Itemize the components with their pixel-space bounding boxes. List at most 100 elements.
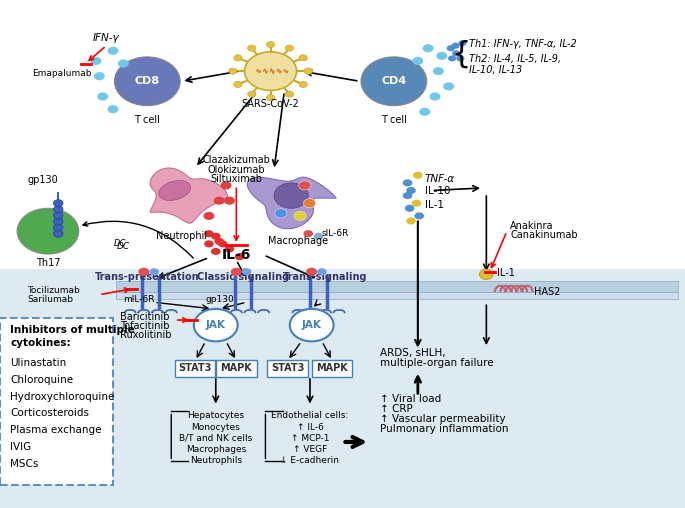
Circle shape — [97, 92, 108, 101]
Polygon shape — [150, 168, 227, 223]
Text: ↑ MCP-1: ↑ MCP-1 — [290, 434, 329, 443]
Text: IL-1: IL-1 — [425, 200, 444, 210]
Circle shape — [53, 206, 63, 213]
Circle shape — [406, 217, 416, 225]
Circle shape — [94, 72, 105, 80]
Text: Inhibitors of multiple
cytokines:: Inhibitors of multiple cytokines: — [10, 325, 135, 348]
Circle shape — [214, 197, 225, 205]
Circle shape — [214, 238, 224, 245]
Text: Macrophage: Macrophage — [268, 236, 328, 246]
Circle shape — [405, 205, 414, 212]
Circle shape — [452, 50, 460, 56]
Polygon shape — [247, 177, 336, 229]
Circle shape — [303, 230, 313, 237]
Circle shape — [235, 253, 245, 260]
Text: MAPK: MAPK — [221, 363, 252, 373]
Circle shape — [53, 200, 63, 207]
Text: Anakinra: Anakinra — [510, 221, 554, 231]
Text: DC: DC — [114, 239, 126, 248]
FancyBboxPatch shape — [175, 360, 215, 377]
Text: MAPK: MAPK — [316, 363, 348, 373]
Circle shape — [266, 42, 275, 48]
Circle shape — [479, 269, 493, 279]
FancyBboxPatch shape — [312, 360, 352, 377]
Circle shape — [436, 52, 447, 60]
Circle shape — [299, 55, 308, 61]
Text: IVIG: IVIG — [10, 442, 32, 452]
Text: Sarilumab: Sarilumab — [27, 295, 73, 304]
Text: gp130: gp130 — [206, 295, 234, 304]
Circle shape — [317, 268, 327, 275]
Circle shape — [274, 183, 308, 208]
Text: Plasma exchange: Plasma exchange — [10, 425, 102, 435]
Circle shape — [53, 230, 63, 237]
Text: ↑ Vascular permeability: ↑ Vascular permeability — [380, 414, 506, 424]
Text: ↑ VEGF: ↑ VEGF — [293, 445, 327, 454]
Circle shape — [53, 224, 63, 231]
Text: TNF-α: TNF-α — [425, 174, 455, 184]
Text: sIL-6R: sIL-6R — [322, 229, 349, 238]
Text: T cell: T cell — [381, 115, 407, 125]
Text: Trans-signaling: Trans-signaling — [283, 272, 368, 282]
Bar — [116, 281, 678, 292]
Text: HAS2: HAS2 — [534, 287, 561, 297]
Text: STAT3: STAT3 — [179, 363, 212, 373]
Circle shape — [204, 240, 214, 247]
Text: {: { — [451, 40, 471, 69]
Circle shape — [423, 44, 434, 52]
Text: Macrophages: Macrophages — [186, 445, 246, 454]
Circle shape — [285, 91, 294, 97]
Bar — [116, 292, 678, 299]
Circle shape — [361, 57, 427, 106]
Text: CD8: CD8 — [135, 76, 160, 86]
Text: IL-1: IL-1 — [497, 268, 514, 278]
Circle shape — [299, 181, 311, 190]
Text: Endothelial cells:: Endothelial cells: — [271, 411, 349, 421]
FancyBboxPatch shape — [0, 269, 685, 508]
Text: Olokizumab: Olokizumab — [208, 165, 265, 175]
Text: MSCs: MSCs — [10, 459, 38, 469]
Circle shape — [419, 108, 430, 116]
Circle shape — [458, 40, 466, 46]
Circle shape — [406, 187, 416, 194]
Text: T cell: T cell — [134, 115, 160, 125]
Circle shape — [245, 52, 297, 90]
Text: gp130: gp130 — [27, 175, 58, 185]
Circle shape — [203, 212, 214, 220]
Text: B/T and NK cells: B/T and NK cells — [179, 434, 252, 443]
Text: Ulinastatin: Ulinastatin — [10, 358, 66, 368]
Circle shape — [108, 47, 119, 55]
Circle shape — [234, 55, 242, 61]
Circle shape — [234, 81, 242, 87]
Circle shape — [447, 45, 455, 51]
Text: Tocilizumab: Tocilizumab — [27, 286, 80, 295]
Text: Hepatocytes: Hepatocytes — [187, 411, 245, 421]
Circle shape — [149, 268, 159, 275]
Circle shape — [290, 309, 334, 341]
Text: ↑ IL-6: ↑ IL-6 — [297, 423, 323, 432]
Circle shape — [266, 94, 275, 101]
Text: Ruxolitinib: Ruxolitinib — [120, 330, 171, 340]
Text: JAK: JAK — [206, 320, 226, 330]
Circle shape — [413, 172, 423, 179]
Text: Neutrophils: Neutrophils — [190, 456, 242, 465]
Text: Corticosteroids: Corticosteroids — [10, 408, 89, 419]
Circle shape — [294, 211, 306, 220]
Text: STAT3: STAT3 — [271, 363, 304, 373]
Circle shape — [114, 57, 180, 106]
Text: JAK: JAK — [301, 320, 322, 330]
Text: IL-10: IL-10 — [425, 185, 450, 196]
Circle shape — [306, 268, 317, 276]
Circle shape — [443, 82, 454, 90]
Circle shape — [433, 67, 444, 75]
Text: Canakinumab: Canakinumab — [510, 230, 578, 240]
Circle shape — [429, 92, 440, 101]
Circle shape — [221, 181, 232, 189]
Circle shape — [204, 230, 214, 237]
Text: CD4: CD4 — [382, 76, 406, 86]
Text: Baricitinib: Baricitinib — [120, 312, 169, 323]
Text: Neutrophil: Neutrophil — [156, 231, 207, 241]
Text: ↓ E-cadherin: ↓ E-cadherin — [280, 456, 340, 465]
Text: mIL-6R: mIL-6R — [123, 295, 155, 304]
Circle shape — [456, 55, 464, 61]
